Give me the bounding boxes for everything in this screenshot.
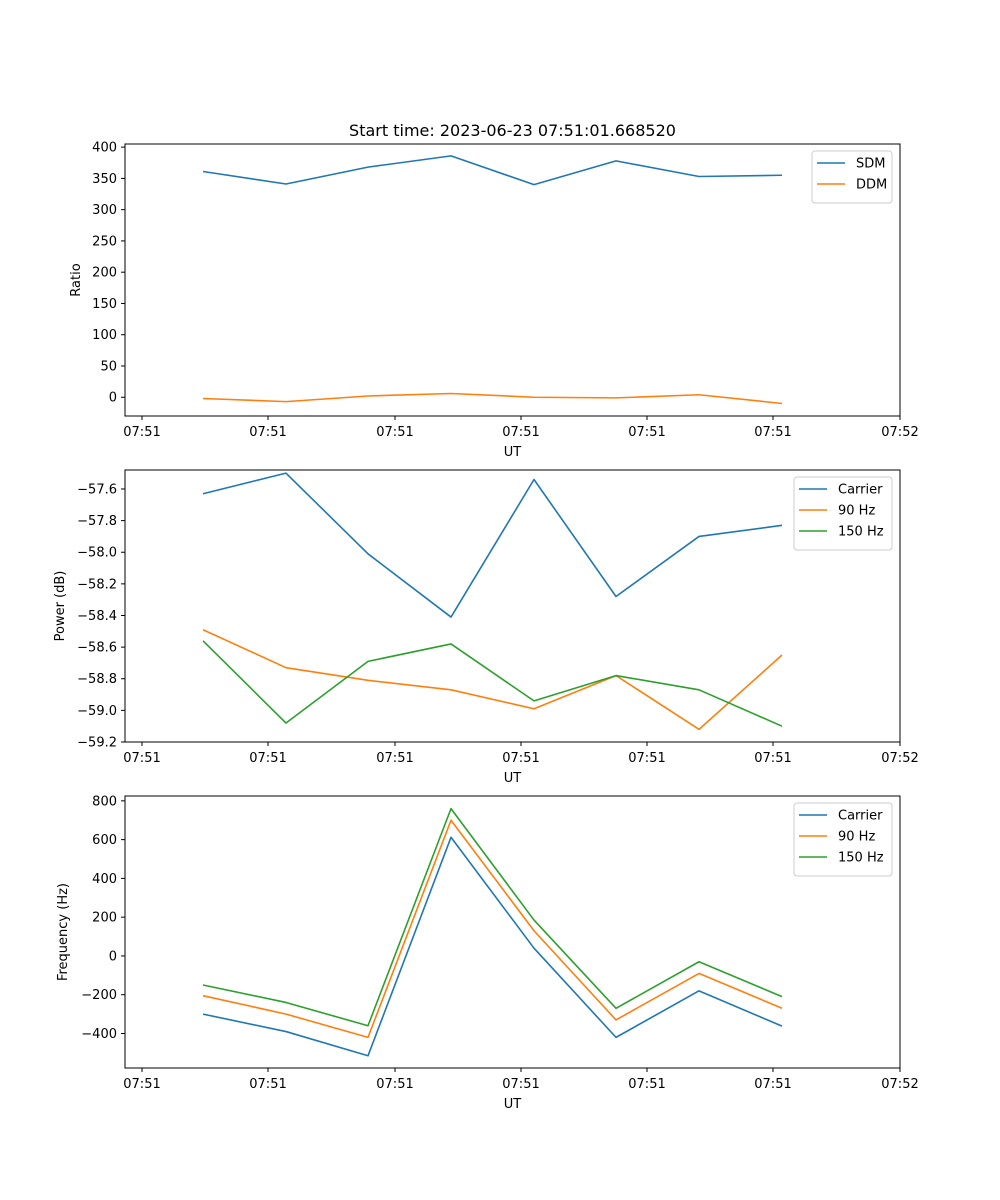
subplots: 07:51 07:51 07:51 07:51 07:51 07:51 07:52 0 50 10… xyxy=(53,141,919,1112)
y-tick-label: 200 xyxy=(92,911,117,926)
y-tick-label: −59.0 xyxy=(77,704,117,719)
x-tick-label: 07:51 xyxy=(249,425,286,440)
x-axis-label: UT xyxy=(504,1097,522,1112)
legend-label: Carrier xyxy=(838,483,883,498)
x-tick-label: 07:51 xyxy=(249,751,286,766)
y-tick-label: −57.6 xyxy=(77,482,117,497)
series-line-90-hz xyxy=(202,819,783,1039)
x-tick-label: 07:51 xyxy=(628,1077,665,1092)
y-tick-label: −400 xyxy=(81,1027,117,1042)
series-line-ddm xyxy=(202,392,783,405)
x-tick-label: 07:51 xyxy=(502,1077,539,1092)
x-tick-label: 07:51 xyxy=(628,425,665,440)
y-tick-label: −58.8 xyxy=(77,672,117,687)
subplot-2: 07:51 07:51 07:51 07:51 07:51 07:51 07:52 −59.2… xyxy=(53,469,919,786)
x-tick-label: 07:51 xyxy=(754,1077,791,1092)
y-axis-label: Frequency (Hz) xyxy=(56,883,71,981)
x-tick-label: 07:51 xyxy=(502,425,539,440)
y-tick-label: 150 xyxy=(92,297,117,312)
y-tick-label: −58.2 xyxy=(77,577,117,592)
axes-frame xyxy=(124,143,901,417)
y-tick-label: −59.2 xyxy=(77,736,117,751)
x-tick-label: 07:51 xyxy=(628,751,665,766)
y-tick-label: 0 xyxy=(109,391,117,406)
y-tick-label: 100 xyxy=(92,328,117,343)
y-tick-label: 600 xyxy=(92,833,117,848)
x-tick-label: 07:51 xyxy=(249,1077,286,1092)
y-tick-label: 300 xyxy=(92,203,117,218)
x-axis-label: UT xyxy=(504,445,522,460)
y-tick-label: −58.6 xyxy=(77,641,117,656)
series-line-carrier xyxy=(202,836,783,1057)
legend-label: 90 Hz xyxy=(838,830,875,845)
figure-title: Start time: 2023-06-23 07:51:01.668520 xyxy=(349,121,676,140)
y-axis-label: Power (dB) xyxy=(53,571,68,642)
y-tick-label: 350 xyxy=(92,172,117,187)
y-tick-label: 0 xyxy=(109,949,117,964)
subplot-1: 07:51 07:51 07:51 07:51 07:51 07:51 07:52 0 50 10… xyxy=(69,141,919,460)
series-line-150-hz xyxy=(202,807,783,1027)
x-tick-label: 07:52 xyxy=(881,1077,918,1092)
y-axis-label: Ratio xyxy=(69,263,84,296)
y-tick-label: −58.0 xyxy=(77,546,117,561)
axes-frame xyxy=(124,469,901,743)
x-tick-label: 07:51 xyxy=(754,751,791,766)
x-tick-label: 07:51 xyxy=(754,425,791,440)
x-tick-label: 07:51 xyxy=(502,751,539,766)
legend-label: 150 Hz xyxy=(838,851,884,866)
legend: Carrier 90 Hz 150 Hz xyxy=(793,476,893,551)
axes-frame xyxy=(124,795,901,1069)
x-tick-label: 07:51 xyxy=(123,425,160,440)
legend-label: DDM xyxy=(856,178,887,193)
y-tick-label: 250 xyxy=(92,234,117,249)
series-line-90-hz xyxy=(202,628,783,731)
x-axis-label: UT xyxy=(504,771,522,786)
y-tick-label: 400 xyxy=(92,872,117,887)
subplot-3: 07:51 07:51 07:51 07:51 07:51 07:51 07:52 −400 −… xyxy=(56,794,919,1112)
series-line-150-hz xyxy=(202,640,783,727)
series-line-carrier xyxy=(202,472,783,618)
y-tick-label: 400 xyxy=(92,141,117,156)
y-tick-label: 800 xyxy=(92,794,117,809)
y-tick-label: −200 xyxy=(81,988,117,1003)
series-line-sdm xyxy=(202,155,783,186)
legend-box xyxy=(811,150,893,204)
y-tick-label: −57.8 xyxy=(77,514,117,529)
legend-label: 90 Hz xyxy=(838,504,875,519)
y-tick-label: 200 xyxy=(92,266,117,281)
x-tick-label: 07:51 xyxy=(123,1077,160,1092)
legend: Carrier 90 Hz 150 Hz xyxy=(793,802,893,877)
legend: SDM DDM xyxy=(811,150,893,204)
legend-label: SDM xyxy=(856,157,885,172)
x-tick-label: 07:52 xyxy=(881,751,918,766)
y-tick-label: 50 xyxy=(100,359,117,374)
x-tick-label: 07:51 xyxy=(376,751,413,766)
x-tick-label: 07:51 xyxy=(376,1077,413,1092)
legend-label: 150 Hz xyxy=(838,525,884,540)
x-tick-label: 07:52 xyxy=(881,425,918,440)
y-tick-label: −58.4 xyxy=(77,609,117,624)
x-tick-label: 07:51 xyxy=(376,425,413,440)
x-tick-label: 07:51 xyxy=(123,751,160,766)
legend-label: Carrier xyxy=(838,809,883,824)
